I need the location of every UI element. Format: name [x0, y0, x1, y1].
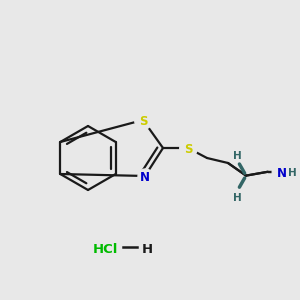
Text: H: H [141, 243, 153, 256]
Text: S: S [184, 143, 192, 156]
Text: N: N [140, 171, 150, 184]
Text: H: H [289, 168, 297, 178]
Text: N: N [277, 167, 286, 180]
Text: HCl: HCl [92, 243, 118, 256]
Text: H: H [232, 193, 242, 202]
Text: S: S [139, 115, 147, 128]
Text: H: H [232, 151, 242, 160]
